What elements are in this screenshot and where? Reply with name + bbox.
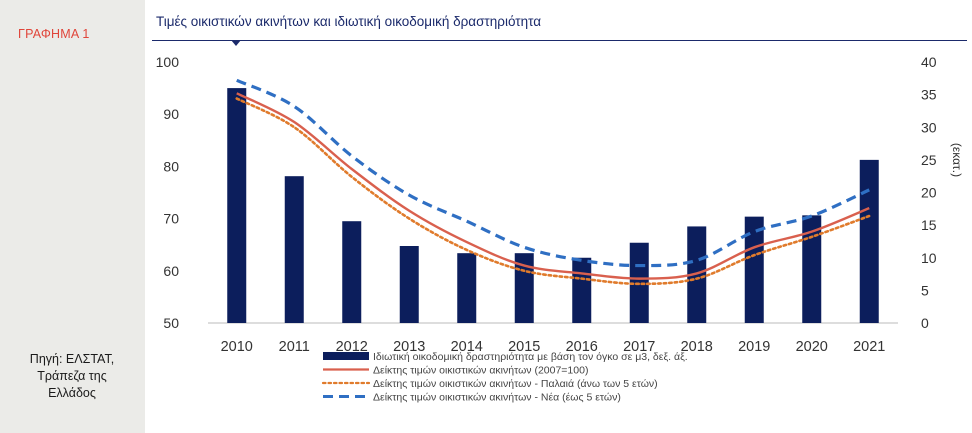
bar-2014 — [457, 253, 477, 323]
source-note: Πηγή: ΕΛΣΤΑΤ, Τράπεζα της Ελλάδος — [8, 351, 136, 402]
title-notch — [231, 40, 241, 46]
x-tick-label-2020: 2020 — [796, 339, 828, 355]
source-line-2: Τράπεζα της — [37, 369, 107, 383]
x-tick-label-2011: 2011 — [279, 339, 310, 355]
x-tick-label-2015: 2015 — [508, 339, 540, 355]
y-right-tick-label: 40 — [921, 54, 937, 70]
y-right-tick-label: 15 — [921, 217, 937, 233]
x-tick-label-2010: 2010 — [221, 339, 253, 355]
bar-2012 — [342, 221, 362, 323]
title-rule — [152, 40, 967, 41]
legend-label-bars: Ιδιωτική οικοδομική δραστηριότητα με βάσ… — [373, 351, 688, 363]
y-right-tick-label: 35 — [921, 87, 937, 103]
bar-2019 — [744, 216, 764, 323]
y-right-tick-label: 0 — [921, 315, 929, 331]
x-tick-label-2021: 2021 — [853, 339, 885, 355]
x-tick-label-2019: 2019 — [738, 339, 770, 355]
line-series-dashed — [236, 78, 870, 268]
source-line-1: Πηγή: ΕΛΣΤΑΤ, — [29, 352, 115, 366]
bar-2016 — [572, 257, 592, 323]
source-line-3: Ελλάδος — [48, 386, 96, 400]
x-tick-label-2018: 2018 — [681, 339, 713, 355]
bar-2013 — [399, 246, 419, 323]
y-right-axis-label: (εκατ.) — [950, 143, 964, 177]
legend-label-dashed: Δείκτης τιμών οικιστικών ακινήτων - Νέα … — [373, 392, 621, 404]
x-tick-label-2014: 2014 — [451, 339, 483, 355]
bar-2020 — [802, 215, 822, 323]
y-right-tick-label: 20 — [921, 185, 937, 201]
y-right-tick-label: 25 — [921, 152, 937, 168]
left-sidebar: ΓΡΑΦΗΜΑ 1 Πηγή: ΕΛΣΤΑΤ, Τράπεζα της Ελλά… — [0, 0, 145, 433]
line-series-dotted — [235, 97, 871, 286]
legend-label-solid: Δείκτης τιμών οικιστικών ακινήτων (2007=… — [373, 365, 588, 377]
figure-label: ΓΡΑΦΗΜΑ 1 — [18, 27, 90, 41]
y-left-tick-label: 80 — [163, 158, 179, 174]
bar-2021 — [859, 159, 879, 323]
x-tick-label-2013: 2013 — [393, 339, 425, 355]
y-right-tick-label: 5 — [921, 282, 929, 298]
y-left-tick-label: 60 — [163, 263, 179, 279]
chart-svg: 50 60 70 80 90 100 0 5 10 15 20 25 30 35 40 (εκατ.) 2010… — [156, 54, 964, 404]
y-left-tick-label: 90 — [163, 106, 179, 122]
bar-2011 — [284, 176, 304, 323]
y-left-tick-label: 70 — [163, 211, 179, 227]
bar-2018 — [687, 226, 707, 323]
chart-title: Τιμές οικιστικών ακινήτων και ιδιωτική ο… — [156, 14, 542, 29]
y-left-tick-label: 100 — [156, 54, 180, 70]
bar-2010 — [227, 88, 247, 323]
x-tick-label-2016: 2016 — [566, 339, 598, 355]
y-right-tick-label: 30 — [921, 119, 937, 135]
y-left-tick-label: 50 — [163, 315, 179, 331]
line-series-solid — [236, 92, 870, 280]
legend-label-dotted: Δείκτης τιμών οικιστικών ακινήτων - Παλα… — [373, 378, 658, 390]
y-right-tick-label: 10 — [921, 250, 937, 266]
legend-swatch-bars — [323, 352, 369, 360]
chart-panel: Τιμές οικιστικών ακινήτων και ιδιωτική ο… — [145, 0, 972, 433]
x-tick-label-2017: 2017 — [623, 339, 655, 355]
x-tick-label-2012: 2012 — [336, 339, 368, 355]
